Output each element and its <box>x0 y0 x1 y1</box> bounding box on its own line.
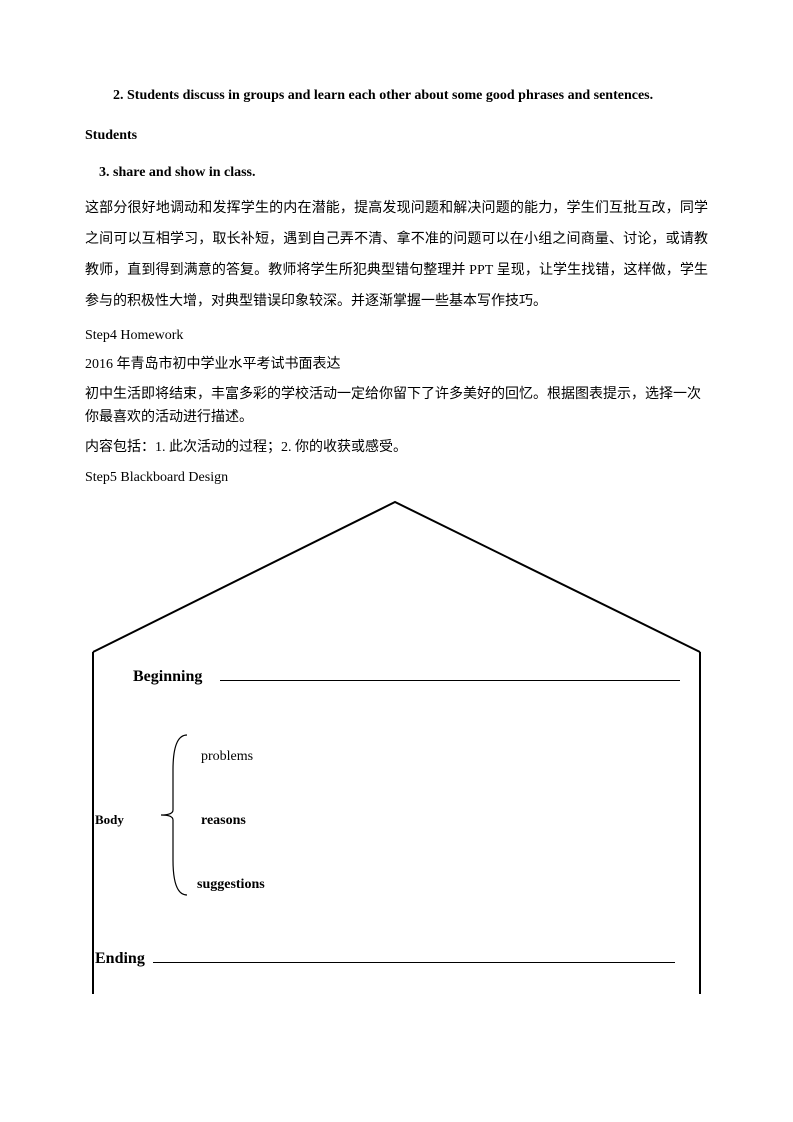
reasons-label: reasons <box>201 810 246 832</box>
homework-line-1: 2016 年青岛市初中学业水平考试书面表达 <box>85 354 708 376</box>
list-item-2: 2. Students discuss in groups and learn … <box>113 85 708 107</box>
blackboard-design-diagram: Beginning Body problems reasons suggesti… <box>85 494 705 1004</box>
students-heading: Students <box>85 125 708 147</box>
ending-label: Ending <box>95 946 145 972</box>
body-label: Body <box>95 810 124 831</box>
homework-line-2: 初中生活即将结束，丰富多彩的学校活动一定给你留下了许多美好的回忆。根据图表提示，… <box>85 384 708 429</box>
beginning-underline <box>220 680 680 681</box>
list-item-3: 3. share and show in class. <box>99 162 708 184</box>
step4-heading: Step4 Homework <box>85 325 708 347</box>
homework-line-3: 内容包括：1. 此次活动的过程；2. 你的收获或感受。 <box>85 437 708 459</box>
brace-icon <box>157 730 197 900</box>
ending-underline <box>153 962 675 963</box>
problems-label: problems <box>201 746 253 768</box>
beginning-label: Beginning <box>133 664 202 690</box>
suggestions-label: suggestions <box>197 874 265 896</box>
step5-heading: Step5 Blackboard Design <box>85 467 708 489</box>
chinese-paragraph: 这部分很好地调动和发挥学生的内在潜能，提高发现问题和解决问题的能力，学生们互批互… <box>85 194 708 317</box>
